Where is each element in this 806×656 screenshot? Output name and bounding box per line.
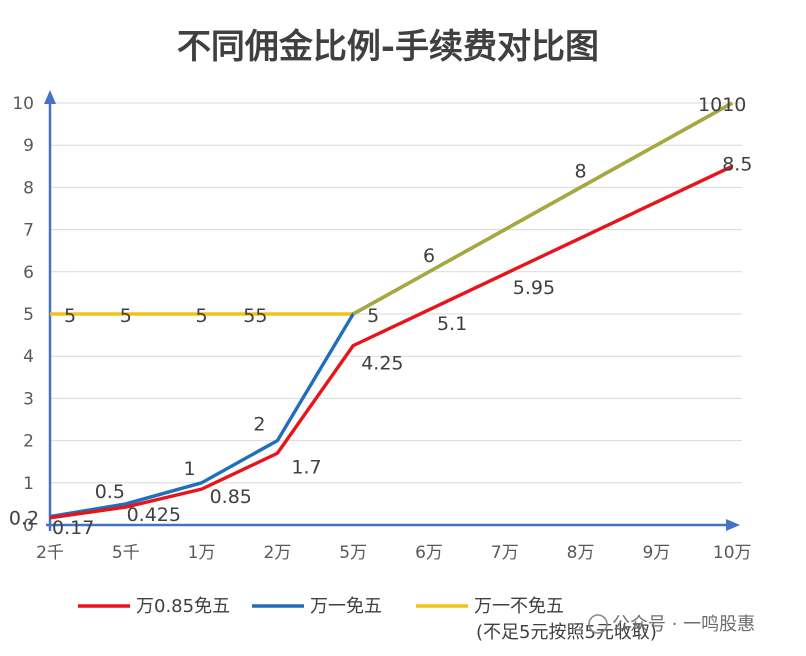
data-label: 8.5 bbox=[722, 153, 752, 175]
x-tick-label: 1万 bbox=[188, 543, 216, 563]
x-tick-label: 8万 bbox=[567, 543, 595, 563]
data-label: 5 bbox=[196, 305, 208, 327]
series-line-1 bbox=[49, 101, 734, 519]
y-tick-label: 6 bbox=[23, 263, 34, 283]
y-tick-label: 5 bbox=[23, 305, 34, 325]
y-tick-label: 3 bbox=[23, 389, 34, 409]
y-tick-label: 2 bbox=[23, 432, 34, 452]
y-axis-arrow bbox=[44, 90, 56, 104]
data-label: 1.7 bbox=[291, 456, 321, 478]
data-label: 5.95 bbox=[513, 277, 555, 299]
legend-label: 万0.85免五 bbox=[136, 596, 230, 617]
series-lines bbox=[49, 101, 734, 520]
data-label: 6 bbox=[423, 245, 435, 267]
chart-title: 不同佣金比例-手续费对比图 bbox=[177, 27, 599, 67]
x-tick-label: 5万 bbox=[339, 543, 367, 563]
y-tick-label: 1 bbox=[23, 474, 34, 494]
x-tick-label: 5千 bbox=[112, 543, 140, 563]
watermark-text: 公众号 · 一鸣股惠 bbox=[612, 614, 755, 635]
y-tick-label: 9 bbox=[23, 136, 34, 156]
legend-label: 万一免五 bbox=[310, 596, 382, 617]
y-tick-label: 7 bbox=[23, 221, 34, 241]
watermark: 公众号 · 一鸣股惠 bbox=[588, 614, 755, 635]
data-label: 55 bbox=[243, 305, 267, 327]
legend-label: 万一不免五 bbox=[474, 596, 564, 617]
series-line-2 bbox=[50, 101, 734, 316]
series-line-0 bbox=[49, 164, 733, 520]
y-tick-label: 0 bbox=[23, 516, 34, 536]
x-tick-label: 6万 bbox=[415, 543, 443, 563]
y-tick-label: 8 bbox=[23, 178, 34, 198]
data-label: 0.5 bbox=[95, 481, 125, 503]
axes bbox=[44, 90, 740, 531]
wechat-icon bbox=[588, 614, 608, 634]
x-tick-label: 2万 bbox=[263, 543, 291, 563]
x-axis-arrow bbox=[726, 519, 740, 531]
data-label: 5 bbox=[64, 305, 76, 327]
data-label: 8 bbox=[575, 160, 587, 182]
gridlines bbox=[50, 102, 742, 484]
tick-labels: 0 1 2 3 4 5 6 7 8 9 10 2千 5千 1万 2万 5万 6万 7万 8万 9万 10万 bbox=[12, 94, 751, 563]
data-label: 4.25 bbox=[361, 353, 403, 375]
data-label: 5 bbox=[120, 305, 132, 327]
y-tick-label: 10 bbox=[12, 94, 34, 114]
data-label: 1 bbox=[184, 458, 196, 480]
data-label: 0.425 bbox=[127, 504, 181, 526]
x-tick-label: 7万 bbox=[491, 543, 519, 563]
x-tick-label: 2千 bbox=[36, 543, 64, 563]
data-label: 0.85 bbox=[210, 486, 252, 508]
data-label: 0.17 bbox=[52, 517, 94, 539]
data-label: 0.2 bbox=[9, 508, 39, 530]
x-tick-label: 10万 bbox=[713, 543, 752, 563]
legend: 万0.85免五 万一免五 万一不免五 (不足5元按照5元收取) bbox=[78, 596, 657, 643]
data-label: 2 bbox=[253, 414, 265, 436]
y-tick-label: 4 bbox=[23, 347, 34, 367]
legend-label: (不足5元按照5元收取) bbox=[476, 622, 657, 643]
data-label: 1010 bbox=[698, 94, 746, 116]
data-label: 5.1 bbox=[437, 313, 467, 335]
data-label: 5 bbox=[367, 305, 379, 327]
series-overlap-line bbox=[352, 101, 734, 316]
x-tick-label: 9万 bbox=[642, 543, 670, 563]
